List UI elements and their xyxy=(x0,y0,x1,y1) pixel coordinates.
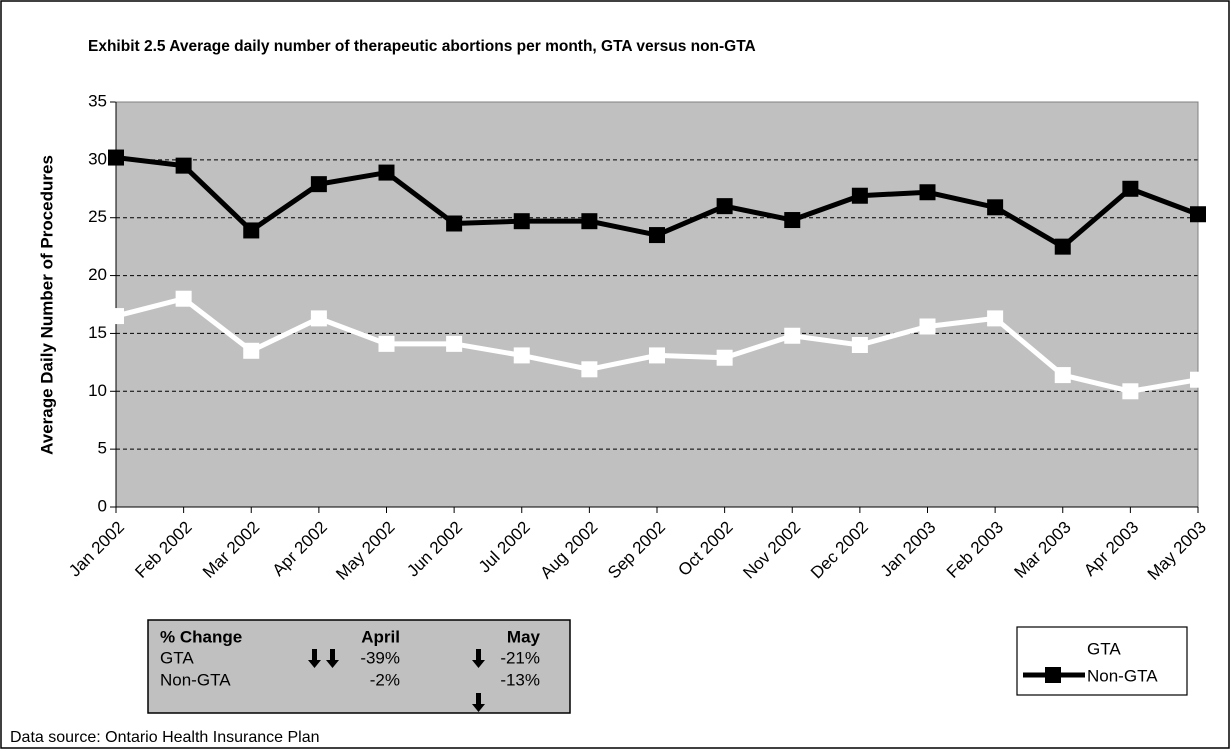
down-arrow xyxy=(326,649,339,668)
table-cell: GTA xyxy=(160,648,194,667)
legend-label: Non-GTA xyxy=(1087,666,1158,685)
marker xyxy=(851,337,868,353)
marker xyxy=(378,335,395,352)
marker xyxy=(581,361,598,378)
marker xyxy=(784,327,801,344)
marker xyxy=(175,290,192,307)
y-tick-label: 30 xyxy=(88,149,107,168)
legend-box xyxy=(1016,626,1188,696)
marker xyxy=(446,335,463,352)
arrows xyxy=(308,649,485,712)
marker xyxy=(1054,367,1071,384)
y-tick-label: 20 xyxy=(88,265,107,284)
legend-marker xyxy=(1045,640,1061,656)
source-note: Data source: Ontario Health Insurance Pl… xyxy=(10,729,320,746)
down-arrow xyxy=(472,693,485,712)
marker xyxy=(1122,180,1139,197)
marker xyxy=(987,199,1004,216)
marker xyxy=(919,184,936,201)
table-header: % Change xyxy=(160,627,242,646)
y-tick-label: 5 xyxy=(98,439,107,458)
y-tick-label: 35 xyxy=(88,91,107,110)
table-header: April xyxy=(361,627,400,646)
chart-title: Exhibit 2.5 Average daily number of ther… xyxy=(88,38,756,55)
marker xyxy=(649,347,665,364)
marker xyxy=(851,187,868,204)
marker xyxy=(243,222,260,239)
y-axis-label: Average Daily Number of Procedures xyxy=(37,155,56,455)
legend-label: GTA xyxy=(1087,639,1121,658)
marker xyxy=(310,310,327,327)
y-tick-label: 25 xyxy=(88,207,107,226)
marker xyxy=(513,347,530,364)
marker xyxy=(446,215,463,232)
marker xyxy=(716,198,733,215)
marker xyxy=(1190,206,1206,223)
table-cell: -13% xyxy=(500,670,540,689)
y-tick-label: 15 xyxy=(88,323,107,342)
y-tick-label: 10 xyxy=(88,381,107,400)
marker xyxy=(581,213,598,230)
marker xyxy=(987,310,1004,327)
y-tick-label: 0 xyxy=(98,496,107,515)
marker xyxy=(649,227,665,244)
table-header: May xyxy=(507,627,541,646)
table-cell: Non-GTA xyxy=(160,670,231,689)
marker xyxy=(243,342,260,359)
down-arrow xyxy=(472,649,485,668)
marker xyxy=(716,349,733,366)
change-table-box xyxy=(147,619,571,714)
marker xyxy=(1122,383,1139,400)
marker xyxy=(378,164,395,181)
table-cell: -2% xyxy=(370,670,400,689)
table-cell: -39% xyxy=(360,648,400,667)
marker xyxy=(175,157,192,174)
plot-background xyxy=(116,102,1198,507)
table-cell: -21% xyxy=(500,648,540,667)
down-arrow xyxy=(308,649,321,668)
legend-marker xyxy=(1045,667,1061,683)
legend: GTA Non-GTA xyxy=(1023,639,1158,685)
marker xyxy=(1054,238,1071,255)
marker xyxy=(784,212,801,229)
marker xyxy=(310,176,327,193)
marker xyxy=(513,213,530,230)
marker xyxy=(1190,371,1206,388)
marker xyxy=(919,318,936,335)
marker xyxy=(108,149,124,166)
marker xyxy=(108,308,124,325)
